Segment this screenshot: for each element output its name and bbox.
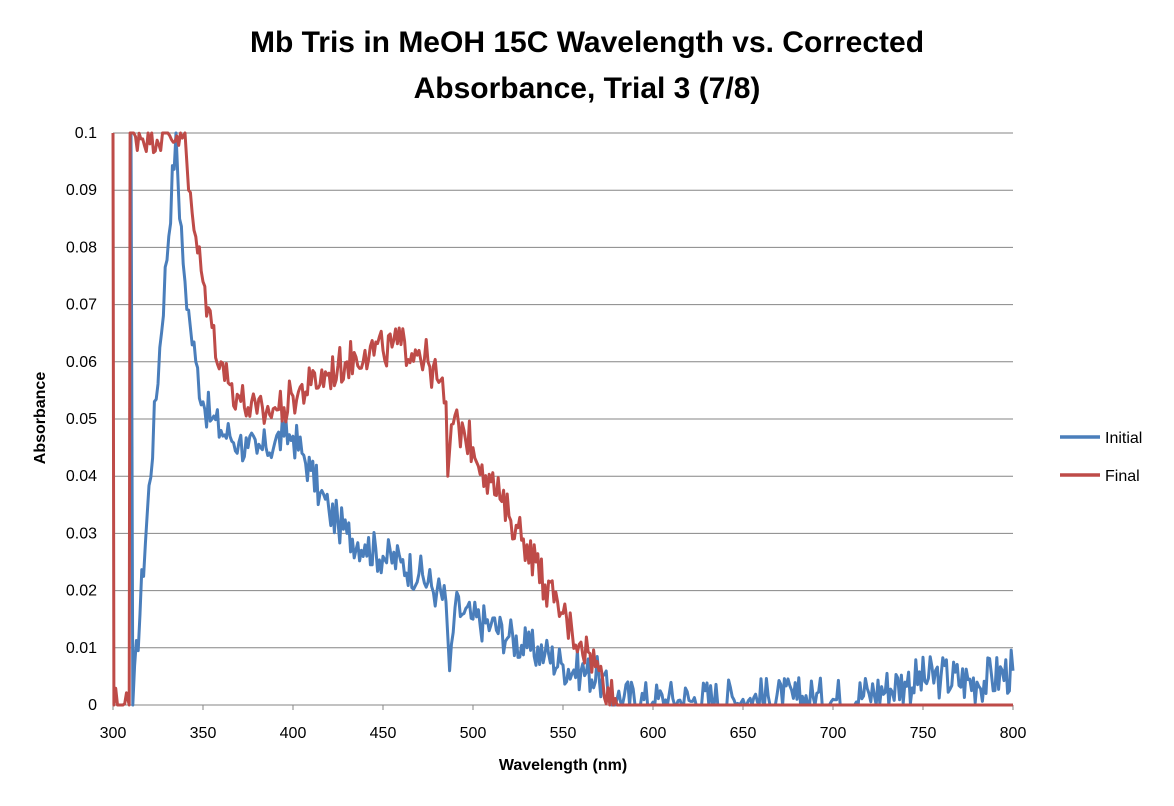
y-tick-label: 0.01 [66, 640, 97, 657]
x-tick-label: 650 [730, 725, 757, 742]
x-tick-label: 300 [100, 725, 127, 742]
chart-title-line-1: Mb Tris in MeOH 15C Wavelength vs. Corre… [250, 26, 924, 59]
chart-title: Mb Tris in MeOH 15C Wavelength vs. Corre… [250, 26, 924, 105]
y-tick-label: 0.07 [66, 297, 97, 314]
y-axis-label: Absorbance [32, 372, 49, 465]
legend: Initial Final [1060, 430, 1142, 485]
chart-title-line-2: Absorbance, Trial 3 (7/8) [414, 72, 761, 105]
gridlines [113, 132, 1013, 649]
series-lines [111, 131, 1015, 707]
x-tick-label: 450 [370, 725, 397, 742]
series-line-final [111, 131, 1013, 707]
x-tick-label: 600 [640, 725, 667, 742]
x-tick-labels: 300 350 400 450 500 550 600 650 700 750 800 [100, 725, 1027, 742]
y-tick-label: 0.03 [66, 525, 97, 542]
x-tick-label: 750 [910, 725, 937, 742]
series-line-initial [129, 131, 1015, 707]
y-tick-label: 0.06 [66, 354, 97, 371]
x-tick-label: 550 [550, 725, 577, 742]
y-tick-labels: 0 0.01 0.02 0.03 0.04 0.05 0.06 0.07 0.08 0.09 0.1 [66, 125, 97, 714]
legend-label-initial: Initial [1105, 430, 1142, 447]
y-tick-label: 0.1 [75, 125, 97, 142]
y-tick-label: 0.05 [66, 411, 97, 428]
axes [112, 133, 1014, 710]
y-tick-label: 0.09 [66, 182, 97, 199]
x-tick-label: 800 [1000, 725, 1027, 742]
x-tick-label: 350 [190, 725, 217, 742]
x-tick-label: 400 [280, 725, 307, 742]
x-tick-label: 500 [460, 725, 487, 742]
y-tick-label: 0 [88, 697, 97, 714]
legend-label-final: Final [1105, 468, 1140, 485]
y-tick-label: 0.04 [66, 468, 97, 485]
y-tick-label: 0.02 [66, 583, 97, 600]
y-tick-label: 0.08 [66, 239, 97, 256]
x-tick-label: 700 [820, 725, 847, 742]
x-axis-label: Wavelength (nm) [499, 757, 627, 774]
